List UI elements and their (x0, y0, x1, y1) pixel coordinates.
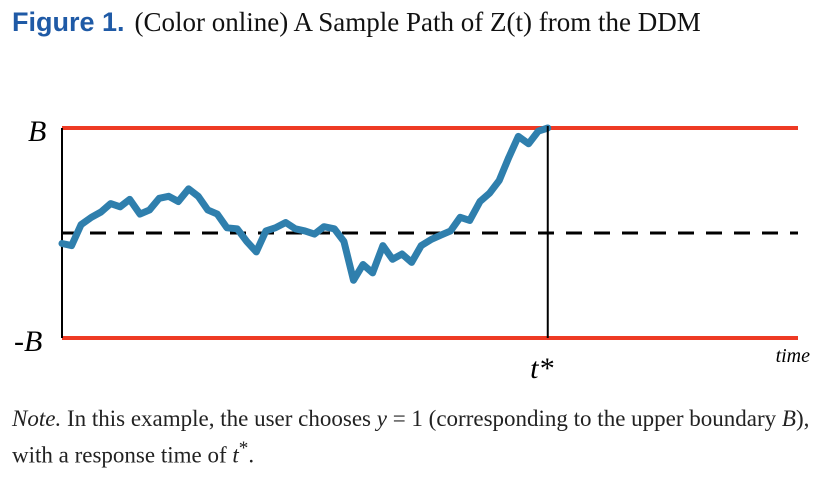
lower-boundary-label: -B (14, 325, 42, 358)
upper-boundary-label: B (28, 115, 46, 148)
x-axis-label: time (776, 345, 811, 367)
note-var-b: B (781, 406, 796, 431)
figure-title: (Color online) A Sample Path of Z(t) fro… (134, 7, 701, 37)
figure-note: Note. In this example, the user chooses … (12, 404, 818, 471)
note-var-y: y (376, 406, 387, 431)
figure-label: Figure 1. (12, 7, 125, 37)
note-text-3: ), with a response time of (12, 406, 810, 468)
crossing-time-label: t* (530, 352, 553, 385)
ddm-chart: B -B t* time (14, 115, 811, 385)
figure-caption: Figure 1. (Color online) A Sample Path of… (12, 4, 812, 40)
note-var-t: t (232, 442, 239, 468)
sample-path-line (58, 124, 552, 284)
note-label: Note. (12, 406, 62, 431)
note-text-1: In this example, the user chooses (61, 406, 377, 431)
note-text-2: = 1 (corresponding to the upper boundary (386, 406, 782, 431)
note-sup: * (238, 438, 249, 459)
note-text-4: . (248, 442, 255, 468)
